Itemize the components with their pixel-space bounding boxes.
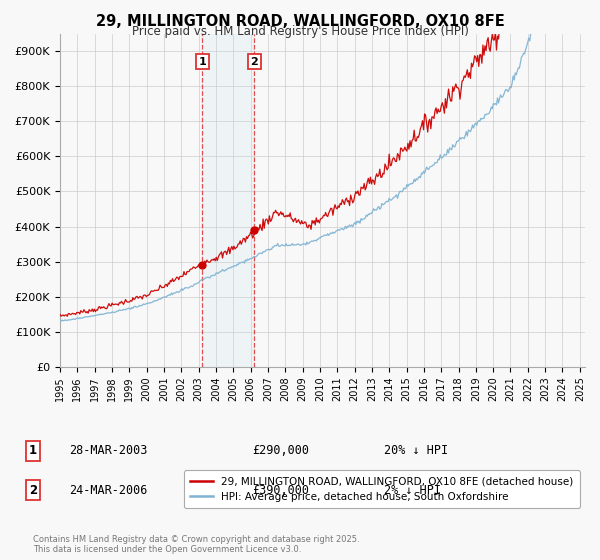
- Text: £390,000: £390,000: [252, 483, 309, 497]
- Text: Contains HM Land Registry data © Crown copyright and database right 2025.
This d: Contains HM Land Registry data © Crown c…: [33, 535, 359, 554]
- Text: 29, MILLINGTON ROAD, WALLINGFORD, OX10 8FE: 29, MILLINGTON ROAD, WALLINGFORD, OX10 8…: [95, 14, 505, 29]
- Bar: [202, 34, 254, 367]
- Text: £290,000: £290,000: [252, 444, 309, 458]
- Text: 2: 2: [29, 483, 37, 497]
- Text: 2: 2: [251, 57, 258, 67]
- Text: 20% ↓ HPI: 20% ↓ HPI: [384, 444, 448, 458]
- Text: 1: 1: [199, 57, 206, 67]
- Legend: 29, MILLINGTON ROAD, WALLINGFORD, OX10 8FE (detached house), HPI: Average price,: 29, MILLINGTON ROAD, WALLINGFORD, OX10 8…: [184, 470, 580, 508]
- Text: 28-MAR-2003: 28-MAR-2003: [69, 444, 148, 458]
- Text: 24-MAR-2006: 24-MAR-2006: [69, 483, 148, 497]
- Text: 1: 1: [29, 444, 37, 458]
- Text: Price paid vs. HM Land Registry's House Price Index (HPI): Price paid vs. HM Land Registry's House …: [131, 25, 469, 38]
- Text: 2% ↓ HPI: 2% ↓ HPI: [384, 483, 441, 497]
